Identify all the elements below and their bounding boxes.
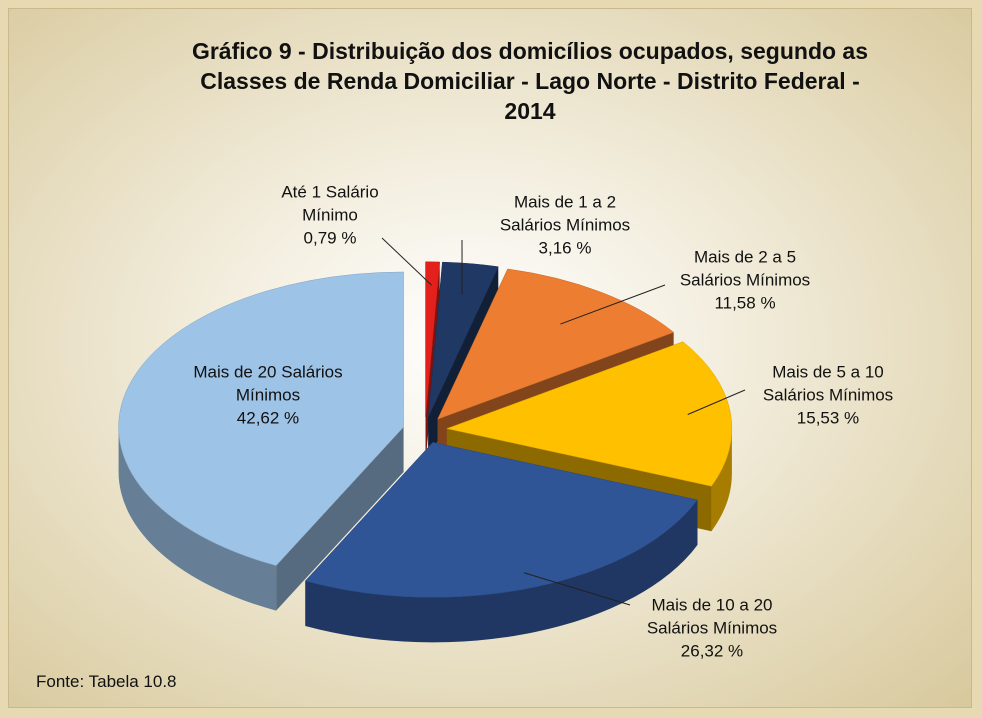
slice-outer-wall bbox=[711, 428, 732, 532]
slice-category: Mais de 10 a 20 Salários Mínimos bbox=[646, 595, 778, 638]
slice-outer-wall bbox=[118, 426, 277, 611]
pie-slice bbox=[437, 268, 675, 420]
pie-slice bbox=[425, 261, 440, 417]
leader-line bbox=[560, 284, 666, 325]
pie-slice bbox=[304, 442, 698, 598]
slice-value-label: 3,16 % bbox=[538, 238, 592, 258]
slice-label: Até 1 Salário Mínimo 0,79 % bbox=[255, 181, 405, 250]
pie-slice bbox=[428, 261, 499, 418]
slice-label: Mais de 1 a 2 Salários Mínimos 3,16 % bbox=[490, 191, 640, 260]
source-note: Fonte: Tabela 10.8 bbox=[36, 672, 177, 691]
slice-category: Mais de 2 a 5 Salários Mínimos bbox=[679, 247, 811, 290]
slice-value-label: 0,79 % bbox=[303, 228, 357, 248]
slice-outer-wall bbox=[305, 499, 698, 643]
pie-slice bbox=[445, 341, 733, 487]
slice-value-label: 11,58 % bbox=[714, 293, 776, 313]
slice-category: Mais de 20 Salários Mínimos bbox=[193, 362, 343, 405]
slice-label: Mais de 5 a 10 Salários Mínimos 15,53 % bbox=[753, 361, 903, 430]
pie-slice bbox=[118, 271, 404, 566]
slice-label: Mais de 20 Salários Mínimos 42,62 % bbox=[193, 361, 343, 430]
slice-side-wall bbox=[276, 426, 404, 611]
slice-label: Mais de 10 a 20 Salários Mínimos 26,32 % bbox=[637, 594, 787, 663]
slice-value-label: 26,32 % bbox=[680, 641, 744, 661]
slice-category: Mais de 1 a 2 Salários Mínimos bbox=[499, 192, 631, 235]
slice-value-label: 15,53 % bbox=[796, 408, 860, 428]
slice-value-label: 42,62 % bbox=[236, 408, 300, 428]
chart-title: Gráfico 9 - Distribuição dos domicílios … bbox=[191, 38, 869, 124]
slice-category: Mais de 5 a 10 Salários Mínimos bbox=[762, 362, 894, 405]
slice-label: Mais de 2 a 5 Salários Mínimos 11,58 % bbox=[670, 246, 820, 315]
leader-line bbox=[523, 572, 631, 606]
leader-line bbox=[687, 389, 746, 415]
slice-category: Até 1 Salário Mínimo bbox=[281, 182, 379, 225]
leader-line bbox=[381, 237, 432, 286]
